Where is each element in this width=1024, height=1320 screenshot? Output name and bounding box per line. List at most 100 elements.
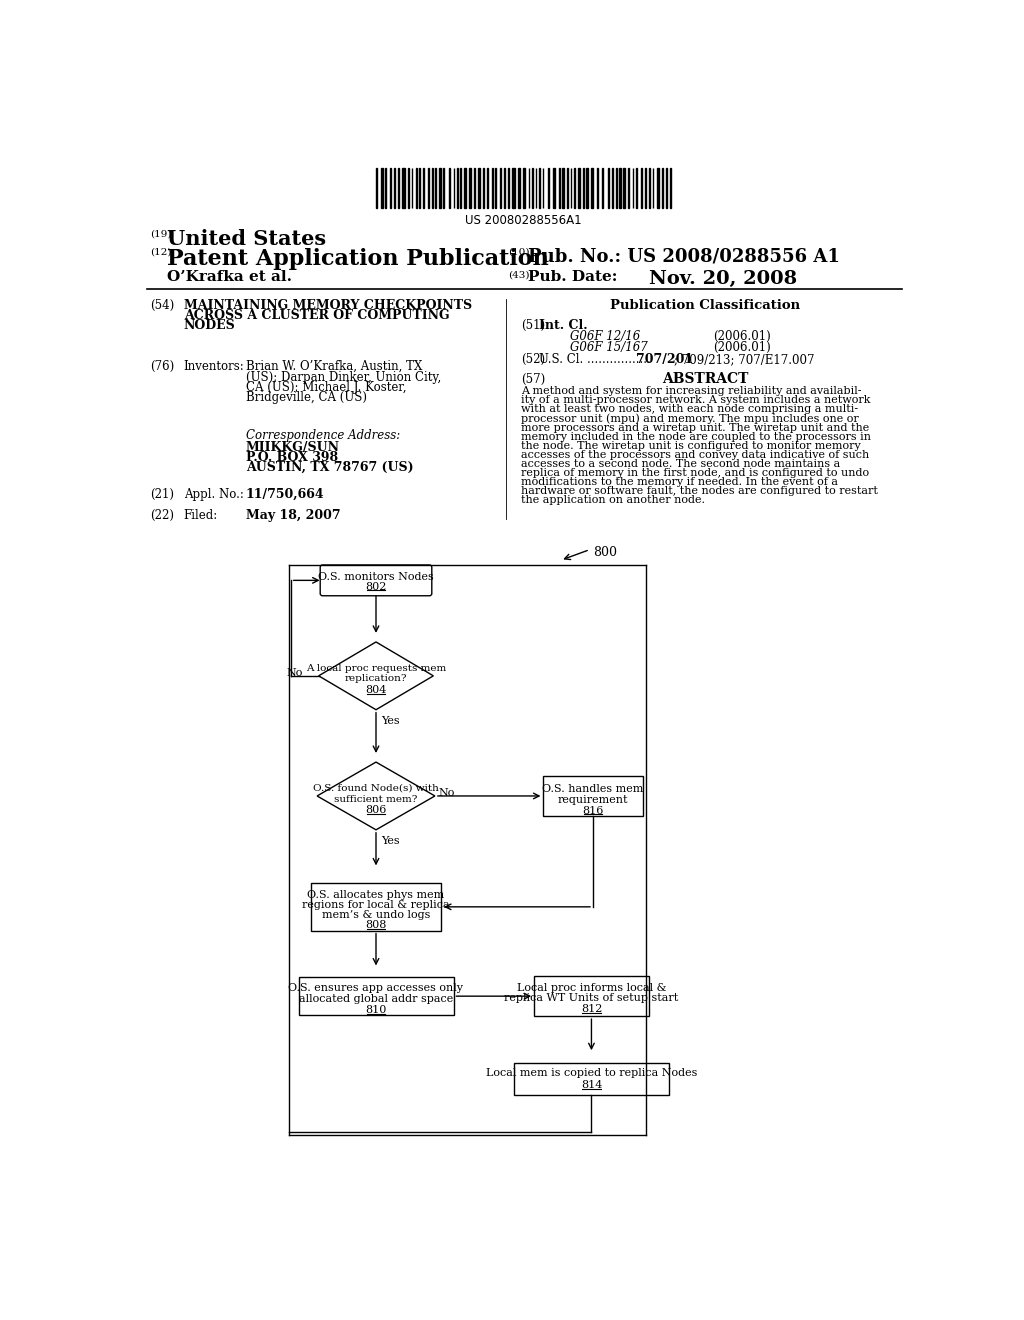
Text: O.S. allocates phys mem: O.S. allocates phys mem xyxy=(307,890,444,899)
Text: ACROSS A CLUSTER OF COMPUTING: ACROSS A CLUSTER OF COMPUTING xyxy=(183,309,450,322)
Text: CA (US); Michael J. Koster,: CA (US); Michael J. Koster, xyxy=(246,381,407,393)
Text: modifications to the memory if needed. In the event of a: modifications to the memory if needed. I… xyxy=(521,478,838,487)
Text: regions for local & replica: regions for local & replica xyxy=(302,899,450,909)
Text: (21): (21) xyxy=(150,488,174,502)
Bar xyxy=(381,168,383,207)
Text: Brian W. O’Krafka, Austin, TX: Brian W. O’Krafka, Austin, TX xyxy=(246,360,422,374)
Text: (57): (57) xyxy=(521,372,545,385)
Text: Pub. Date:: Pub. Date: xyxy=(528,271,617,284)
Text: 810: 810 xyxy=(366,1005,387,1015)
Text: Nov. 20, 2008: Nov. 20, 2008 xyxy=(649,271,797,288)
Text: replication?: replication? xyxy=(345,675,408,684)
Bar xyxy=(518,168,520,207)
Bar xyxy=(535,977,649,1016)
Text: MIIKKG/SUN: MIIKKG/SUN xyxy=(246,441,340,454)
Bar xyxy=(666,168,668,207)
Text: ABSTRACT: ABSTRACT xyxy=(663,372,749,387)
Bar xyxy=(628,168,630,207)
Bar xyxy=(620,168,621,207)
Bar xyxy=(592,168,593,207)
Text: U.S. Cl. .................: U.S. Cl. ................. xyxy=(539,354,650,366)
Bar xyxy=(469,168,471,207)
Text: Yes: Yes xyxy=(381,836,399,846)
Text: O.S. ensures app accesses only: O.S. ensures app accesses only xyxy=(289,983,464,994)
Bar xyxy=(531,168,534,207)
Bar xyxy=(478,168,480,207)
Bar xyxy=(449,168,451,207)
Bar xyxy=(512,168,515,207)
Text: Yes: Yes xyxy=(381,715,399,726)
Text: accesses of the processors and convey data indicative of such: accesses of the processors and convey da… xyxy=(521,450,869,459)
Text: the application on another node.: the application on another node. xyxy=(521,495,705,506)
Text: 11/750,664: 11/750,664 xyxy=(246,488,325,502)
Text: Patent Application Publication: Patent Application Publication xyxy=(167,248,549,269)
Text: replica of memory in the first node, and is configured to undo: replica of memory in the first node, and… xyxy=(521,469,869,478)
Text: G06F 15/167: G06F 15/167 xyxy=(569,341,647,354)
Text: Local mem is copied to replica Nodes: Local mem is copied to replica Nodes xyxy=(485,1068,697,1078)
Text: NODES: NODES xyxy=(183,319,236,333)
FancyBboxPatch shape xyxy=(321,565,432,595)
Bar xyxy=(416,168,417,207)
Text: May 18, 2007: May 18, 2007 xyxy=(246,508,340,521)
Text: 806: 806 xyxy=(366,805,387,814)
Bar xyxy=(523,168,524,207)
Text: O.S. handles mem: O.S. handles mem xyxy=(543,784,644,795)
Bar xyxy=(656,168,658,207)
Text: 804: 804 xyxy=(366,685,387,694)
Text: 816: 816 xyxy=(583,805,604,816)
Text: requirement: requirement xyxy=(558,795,629,805)
Text: O.S. monitors Nodes: O.S. monitors Nodes xyxy=(318,572,434,582)
Text: more processors and a wiretap unit. The wiretap unit and the: more processors and a wiretap unit. The … xyxy=(521,422,869,433)
Text: Appl. No.:: Appl. No.: xyxy=(183,488,244,502)
Text: Filed:: Filed: xyxy=(183,508,218,521)
Text: (19): (19) xyxy=(150,230,171,238)
Text: mem’s & undo logs: mem’s & undo logs xyxy=(322,909,430,920)
Text: Publication Classification: Publication Classification xyxy=(610,300,801,313)
Text: (52): (52) xyxy=(521,354,545,366)
Bar xyxy=(611,168,613,207)
Text: (76): (76) xyxy=(150,360,174,374)
Text: ; 709/213; 707/E17.007: ; 709/213; 707/E17.007 xyxy=(675,354,815,366)
Bar xyxy=(562,168,564,207)
Text: sufficient mem?: sufficient mem? xyxy=(334,795,418,804)
Text: Bridgeville, CA (US): Bridgeville, CA (US) xyxy=(246,391,367,404)
Text: A local proc requests mem: A local proc requests mem xyxy=(306,664,446,673)
Text: 707/201: 707/201 xyxy=(636,354,693,366)
Text: allocated global addr space: allocated global addr space xyxy=(299,994,454,1005)
Text: Correspondence Address:: Correspondence Address: xyxy=(246,429,400,442)
Text: replica WT Units of setup start: replica WT Units of setup start xyxy=(505,994,679,1003)
Text: P.O. BOX 398: P.O. BOX 398 xyxy=(246,451,338,465)
Text: ity of a multi-processor network. A system includes a network: ity of a multi-processor network. A syst… xyxy=(521,396,870,405)
Text: No: No xyxy=(438,788,455,797)
Text: O’Krafka et al.: O’Krafka et al. xyxy=(167,271,292,284)
Bar xyxy=(311,883,441,931)
Text: AUSTIN, TX 78767 (US): AUSTIN, TX 78767 (US) xyxy=(246,461,414,474)
Bar xyxy=(402,168,404,207)
Bar xyxy=(508,168,509,207)
Polygon shape xyxy=(317,762,435,830)
Text: (43): (43) xyxy=(508,271,529,279)
Text: (10): (10) xyxy=(508,248,529,256)
Text: MAINTAINING MEMORY CHECKPOINTS: MAINTAINING MEMORY CHECKPOINTS xyxy=(183,300,472,313)
Bar xyxy=(464,168,466,207)
Text: with at least two nodes, with each node comprising a multi-: with at least two nodes, with each node … xyxy=(521,404,858,414)
Text: (US); Darpan Dinker, Union City,: (US); Darpan Dinker, Union City, xyxy=(246,371,441,384)
Text: 808: 808 xyxy=(366,920,387,931)
Text: processor unit (mpu) and memory. The mpu includes one or: processor unit (mpu) and memory. The mpu… xyxy=(521,413,859,424)
Bar xyxy=(514,1063,669,1096)
Text: Inventors:: Inventors: xyxy=(183,360,245,374)
Bar xyxy=(601,168,603,207)
Text: 812: 812 xyxy=(581,1005,602,1014)
Text: G06F 12/16: G06F 12/16 xyxy=(569,330,640,343)
Text: (54): (54) xyxy=(150,300,174,313)
Text: the node. The wiretap unit is configured to monitor memory: the node. The wiretap unit is configured… xyxy=(521,441,861,451)
Text: (51): (51) xyxy=(521,318,545,331)
Bar xyxy=(438,168,441,207)
Text: Local proc informs local &: Local proc informs local & xyxy=(517,983,667,994)
Text: (22): (22) xyxy=(150,508,174,521)
Polygon shape xyxy=(318,642,433,710)
Bar xyxy=(624,168,625,207)
Text: accesses to a second node. The second node maintains a: accesses to a second node. The second no… xyxy=(521,459,840,469)
Text: O.S. found Node(s) with: O.S. found Node(s) with xyxy=(313,784,439,793)
Text: 814: 814 xyxy=(581,1080,602,1090)
